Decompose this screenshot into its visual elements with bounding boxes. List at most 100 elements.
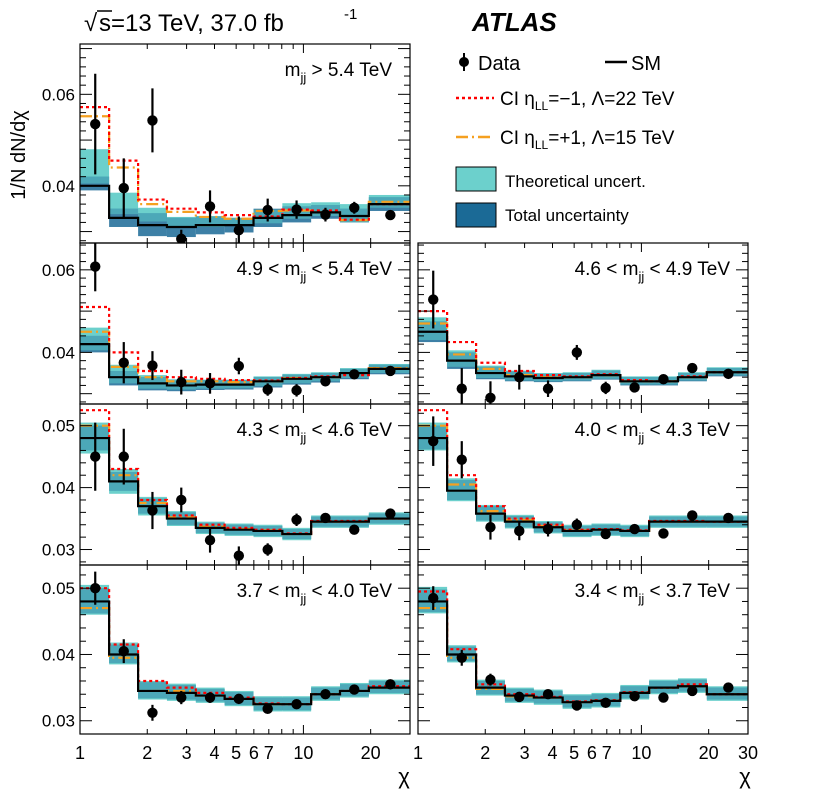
panel-mass-label-pre: 4.3 < m [237,420,301,441]
data-point [204,535,216,546]
data-point [262,544,273,555]
panel-mass-label: 4.0 < mjj < 4.3 TeV [575,420,731,445]
data-point [233,224,245,236]
data-point [147,505,158,516]
panel-mass-label: 4.3 < mjj < 4.6 TeV [237,420,393,445]
data-point [456,652,467,663]
data-point [571,700,583,711]
y-tick-label: 0.04 [42,479,75,498]
x-tick-label: 1 [413,743,423,763]
data-point [658,528,669,539]
data-point [687,685,698,697]
panel-3: 4.6 < mjj < 4.9 TeV [417,242,749,405]
panel-mass-label-post: < 3.7 TeV [644,581,730,602]
legend-ci-pos-label: CI ηLL=+1, Λ=15 TeV [500,128,675,152]
y-tick-label: 0.03 [42,541,75,560]
x-tick-label: 5 [569,743,579,763]
data-point [118,451,129,462]
panel-frame [417,564,749,735]
panel-mass-label-sub: jj [299,591,306,606]
legend-ci-pos-pre: CI η [500,128,535,149]
panel-mass-label: 3.4 < mjj < 3.7 TeV [575,581,731,606]
legend-ci-neg-post: =−1, Λ=22 TeV [548,89,675,110]
y-tick-label: 0.04 [42,645,75,664]
data-point [262,703,273,715]
panel-mass-label-pre: 4.0 < m [575,420,639,441]
panel-mass-label: mjj > 5.4 TeV [285,60,393,85]
data-point [118,645,129,657]
legend-ci-neg-label: CI ηLL=−1, Λ=22 TeV [500,89,675,113]
panel-mass-label: 3.7 < mjj < 4.0 TeV [237,581,393,606]
panel-5: 4.0 < mjj < 4.3 TeV [417,403,749,566]
experiment-label: ATLAS [471,7,557,37]
panel-mass-label-pre: 4.6 < m [575,259,639,280]
x-tick-label: 20 [699,743,719,763]
x-tick-label: 2 [480,743,490,763]
x-tick-label: 3 [182,743,192,763]
data-point [723,512,734,524]
y-tick-label: 0.04 [42,343,75,362]
data-point [291,698,302,710]
data-point [262,204,273,216]
x-tick-label: 10 [293,743,313,763]
data-point [349,684,360,695]
data-point [176,376,187,388]
y-tick-label: 0.04 [42,177,75,196]
y-tick-label: 0.06 [42,85,75,104]
data-point [542,523,554,535]
data-point [485,674,496,685]
panel-mass-label-sub: jj [299,269,306,284]
sm-line [80,436,410,536]
data-point [291,514,302,525]
data-point [723,682,734,693]
panel-plot-area [80,409,410,565]
data-point [262,384,273,395]
data-point [600,697,611,709]
data-point [118,357,129,368]
data-point [658,692,669,703]
legend-ci-pos-sub: LL [535,138,549,152]
x-tick-label: 4 [209,743,219,763]
data-point [723,368,734,380]
legend-total-box [455,202,497,228]
data-point [349,369,360,380]
y-axis-label: 1/N dN/dχ [8,110,30,200]
y-tick-label: 0.03 [42,712,75,731]
data-point [385,508,396,519]
data-point [456,383,467,394]
data-point [514,691,525,703]
data-point [385,365,396,377]
data-point [456,454,467,465]
panel-mass-label-pre: 3.7 < m [237,581,301,602]
data-point [629,382,640,393]
x-tick-label: 2 [142,743,152,763]
data-point [320,689,331,700]
y-tick-label: 0.06 [42,261,75,280]
x-tick-label: 7 [264,743,274,763]
panel-7: 1 2 3 4 5 6 7 10 20 30 3.4 < mjj < 3.7 TeV [413,564,758,763]
legend-ci-neg-pre: CI η [500,89,535,110]
panel-mass-label-sub: jj [299,430,306,445]
panel-mass-label-sub: jj [637,591,644,606]
data-point [600,528,611,540]
panel-mass-label-post: < 5.4 TeV [306,259,392,280]
x-tick-label: 1 [75,743,85,763]
x-tick-label: 3 [520,743,530,763]
data-point [320,209,331,220]
panel-plot-area [80,73,410,243]
data-point [687,510,698,521]
data-point [233,693,245,705]
data-point [658,374,669,385]
legend-data-label: Data [478,53,521,75]
x-axis-label-right: χ [739,764,751,789]
panel-mass-label-post: < 4.6 TeV [306,420,392,441]
sm-line [80,184,410,229]
data-point [428,294,439,305]
panel-mass-label: 4.6 < mjj < 4.9 TeV [575,259,731,284]
legend-theory-box [455,166,497,192]
data-point [176,692,187,703]
legend: Data SM CI ηLL=−1, Λ=22 TeV CI ηLL=+1, Λ… [455,53,675,228]
panel-1: 0.04 0.06 mjj > 5.4 TeV [42,43,411,244]
panel-mass-label-pre: 3.4 < m [575,581,639,602]
data-point [514,525,525,537]
